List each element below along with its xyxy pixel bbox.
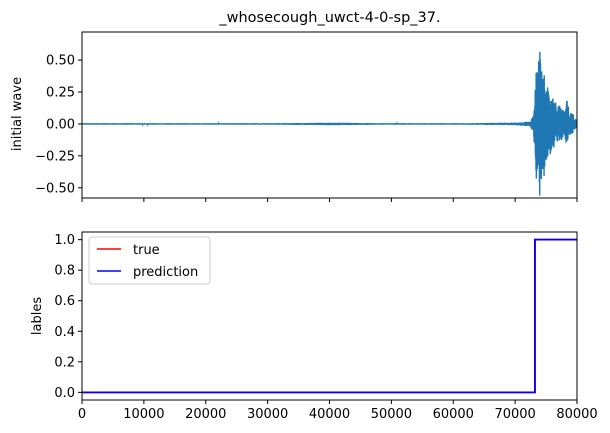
y-tick-label: 0.50 <box>46 54 75 69</box>
waveform-series-group <box>82 51 577 196</box>
y-tick-label: 0.0 <box>54 386 75 401</box>
labels-axes-frame <box>81 231 578 401</box>
x-tick-label: 70000 <box>494 407 535 422</box>
labels-ticks: 0 10000 20000 30000 40000 50000 60000 70000 8000… <box>54 233 597 422</box>
waveform-ylabel: initial wave <box>10 77 25 151</box>
x-tick-label: 0 <box>78 407 86 422</box>
x-tick-label: 50000 <box>371 407 412 422</box>
y-tick-label: 0.4 <box>54 325 75 340</box>
x-tick-label: 80000 <box>556 407 597 422</box>
x-tick-label: 40000 <box>309 407 350 422</box>
series-line-prediction <box>82 238 577 394</box>
y-tick-label: 1.0 <box>54 233 75 248</box>
y-tick-label: −0.25 <box>35 149 75 164</box>
y-tick-label: 0.00 <box>46 117 75 132</box>
waveform-axes-frame <box>81 31 578 199</box>
waveform-title: _whosecough_uwct-4-0-sp_37. <box>218 10 440 26</box>
legend-label-prediction: prediction <box>133 265 198 280</box>
labels-ylabel: lables <box>30 297 45 335</box>
y-tick-label: 0.6 <box>54 294 75 309</box>
x-tick-label: 20000 <box>185 407 226 422</box>
x-tick-label: 30000 <box>247 407 288 422</box>
y-tick-label: 0.25 <box>46 86 75 101</box>
legend: true prediction <box>88 236 211 285</box>
labels-series-group <box>82 238 577 394</box>
x-tick-label: 10000 <box>123 407 164 422</box>
legend-label-true: true <box>133 243 160 258</box>
x-tick-label: 60000 <box>433 407 474 422</box>
y-tick-label: −0.50 <box>35 181 75 196</box>
waveform-ticks: 0.50 0.25 0.00 −0.25 −0.50 <box>35 54 578 202</box>
waveform-axes: _whosecough_uwct-4-0-sp_37. initial wave… <box>10 10 578 202</box>
y-tick-label: 0.8 <box>54 264 75 279</box>
waveform-series-line <box>82 51 577 196</box>
y-tick-label: 0.2 <box>54 355 75 370</box>
labels-axes: lables 0 10000 20000 30000 40000 50000 60000 70… <box>30 231 598 422</box>
